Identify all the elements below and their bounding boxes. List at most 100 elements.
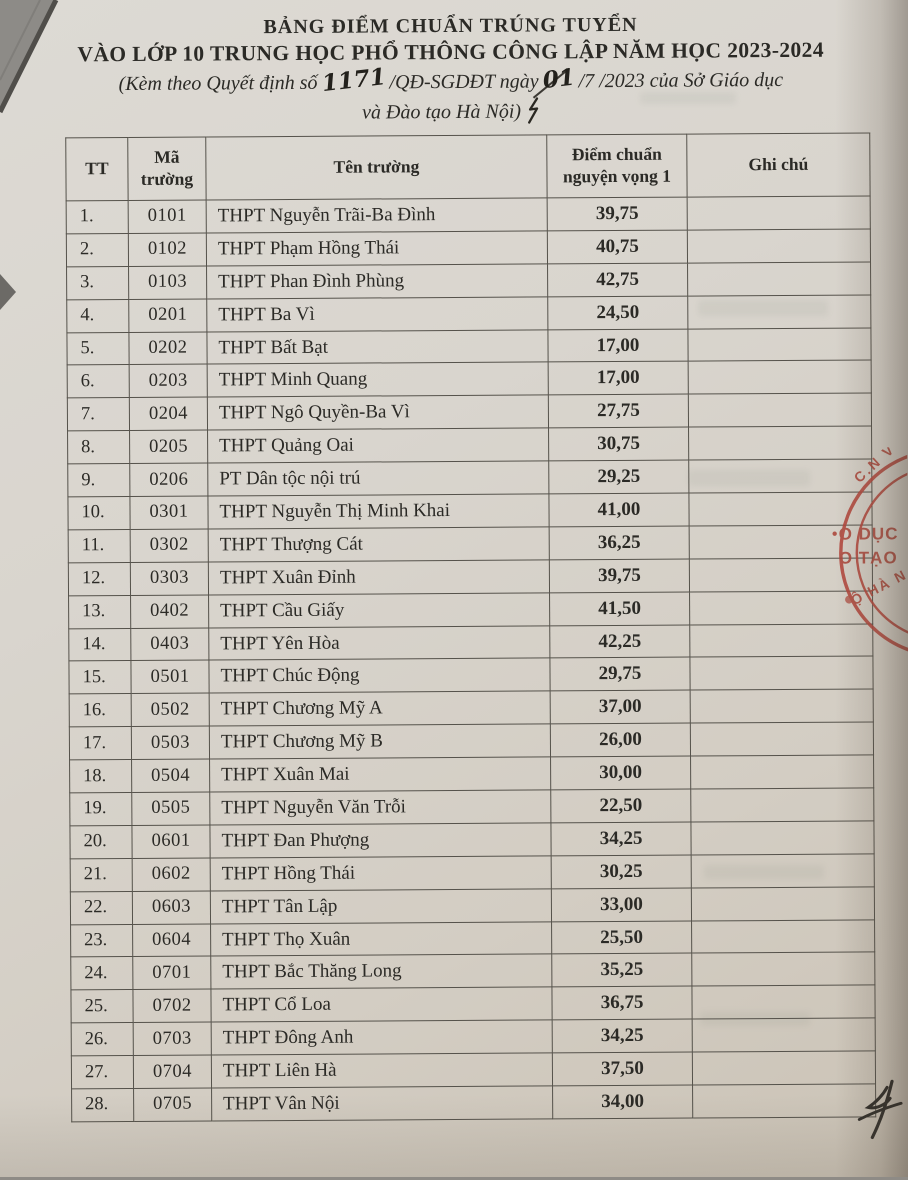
cell-code: 0204 bbox=[129, 397, 208, 431]
table-row: 2. 0102 THPT Phạm Hồng Thái 40,75 bbox=[66, 228, 871, 267]
cell-code: 0703 bbox=[133, 1022, 212, 1056]
cell-score: 30,00 bbox=[550, 756, 691, 790]
decree-reference-line2: và Đào tạo Hà Nội) bbox=[0, 94, 905, 128]
cell-tt: 3. bbox=[66, 266, 129, 300]
table-row: 13. 0402 THPT Cầu Giấy 41,50 bbox=[68, 590, 873, 629]
cell-score: 39,75 bbox=[549, 558, 690, 593]
cell-name: THPT Nguyễn Văn Trỗi bbox=[209, 789, 551, 825]
cell-name: THPT Nguyễn Trãi-Ba Đình bbox=[206, 197, 548, 233]
cell-score: 22,50 bbox=[550, 789, 691, 823]
stamp-ink-dot bbox=[832, 531, 837, 536]
cell-score: 34,25 bbox=[552, 1019, 693, 1054]
cell-score: 39,75 bbox=[547, 197, 688, 231]
table-row: 26. 0703 THPT Đông Anh 34,25 bbox=[71, 1018, 876, 1057]
decree-mid: /QĐ-SGDĐT ngày bbox=[389, 70, 539, 94]
cell-code: 0702 bbox=[132, 989, 212, 1023]
table-row: 27. 0704 THPT Liên Hà 37,50 bbox=[71, 1051, 876, 1089]
cell-code: 0704 bbox=[133, 1055, 212, 1089]
cell-name: THPT Chúc Động bbox=[208, 658, 551, 694]
handwritten-day: 01 bbox=[541, 63, 576, 95]
cell-note bbox=[687, 294, 871, 329]
cell-score: 33,00 bbox=[551, 887, 692, 922]
cell-name: THPT Thọ Xuân bbox=[210, 921, 552, 957]
cell-code: 0201 bbox=[128, 298, 207, 333]
cell-name: THPT Hồng Thái bbox=[210, 855, 552, 891]
official-red-stamp: C.N V O DỤC O TẠO Ộ HÀ N bbox=[832, 447, 908, 658]
cell-score: 37,00 bbox=[550, 690, 691, 725]
cell-score: 24,50 bbox=[547, 295, 688, 330]
cell-name: THPT Quảng Oai bbox=[207, 428, 549, 464]
cell-name: THPT Minh Quang bbox=[207, 362, 549, 398]
cell-score: 34,00 bbox=[552, 1085, 693, 1119]
cell-code: 0601 bbox=[131, 824, 211, 859]
cell-code: 0701 bbox=[132, 956, 211, 990]
cell-code: 0202 bbox=[128, 331, 208, 365]
cell-code: 0402 bbox=[130, 594, 209, 629]
table-body: 1. 0101 THPT Nguyễn Trãi-Ba Đình 39,75 2. 010… bbox=[66, 195, 876, 1122]
table-row: 10. 0301 THPT Nguyễn Thị Minh Khai 41,00 bbox=[67, 491, 873, 530]
cell-note bbox=[688, 393, 872, 428]
cell-name: THPT Bất Bạt bbox=[206, 329, 549, 365]
table-row: 25. 0702 THPT Cổ Loa 36,75 bbox=[70, 985, 876, 1024]
cell-tt: 17. bbox=[69, 726, 132, 760]
cell-name: THPT Vân Nội bbox=[211, 1085, 553, 1121]
cell-tt: 25. bbox=[70, 989, 134, 1024]
document-title-line2: VÀO LỚP 10 TRUNG HỌC PHỔ THÔNG CÔNG LẬP … bbox=[77, 37, 825, 67]
stamp-line2-text: O TẠO bbox=[839, 548, 898, 567]
cell-note bbox=[690, 820, 875, 855]
cell-code: 0505 bbox=[131, 792, 210, 826]
cell-name: THPT Bắc Thăng Long bbox=[210, 954, 552, 990]
cell-note bbox=[690, 787, 874, 822]
cell-score: 42,75 bbox=[547, 262, 688, 297]
table-row: 9. 0206 PT Dân tộc nội trú 29,25 bbox=[67, 459, 872, 497]
table-row: 23. 0604 THPT Thọ Xuân 25,50 bbox=[70, 919, 875, 958]
cell-code: 0301 bbox=[129, 496, 209, 530]
cell-note bbox=[691, 952, 875, 987]
table-row: 16. 0502 THPT Chương Mỹ A 37,00 bbox=[69, 689, 874, 728]
cell-code: 0602 bbox=[132, 857, 211, 892]
bleedthrough-smudge bbox=[700, 1012, 810, 1026]
cell-code: 0103 bbox=[128, 265, 207, 300]
table-row: 5. 0202 THPT Bất Bạt 17,00 bbox=[66, 327, 872, 366]
bleedthrough-smudge bbox=[698, 300, 828, 316]
cell-tt: 24. bbox=[70, 956, 133, 991]
stamp-line1-text: O DỤC bbox=[839, 524, 899, 543]
cell-name: THPT Cầu Giấy bbox=[208, 592, 550, 628]
table-row: 6. 0203 THPT Minh Quang 17,00 bbox=[67, 360, 872, 399]
cell-tt: 2. bbox=[66, 233, 129, 267]
decree-suffix: /7 /2023 của Sở Giáo dục bbox=[578, 68, 784, 93]
cell-note bbox=[687, 261, 871, 296]
cell-code: 0502 bbox=[131, 693, 210, 727]
cell-tt: 11. bbox=[68, 529, 131, 563]
header-tt: TT bbox=[65, 137, 129, 201]
bleedthrough-smudge bbox=[688, 470, 810, 486]
cell-tt: 22. bbox=[70, 891, 133, 925]
cell-note bbox=[690, 755, 874, 790]
cell-name: THPT Đan Phượng bbox=[209, 822, 552, 858]
cell-score: 17,00 bbox=[547, 328, 689, 363]
header-note: Ghi chú bbox=[686, 132, 871, 198]
table-row: 20. 0601 THPT Đan Phượng 34,25 bbox=[69, 820, 875, 859]
cell-code: 0101 bbox=[128, 200, 207, 234]
bleedthrough-smudge bbox=[704, 865, 824, 879]
cell-name: PT Dân tộc nội trú bbox=[207, 461, 549, 497]
cell-note bbox=[687, 228, 871, 263]
cell-score: 17,00 bbox=[548, 361, 689, 396]
cell-name: THPT Phạm Hồng Thái bbox=[206, 230, 548, 266]
table-row: 22. 0603 THPT Tân Lập 33,00 bbox=[70, 886, 875, 925]
table-row: 3. 0103 THPT Phan Đình Phùng 42,75 bbox=[66, 261, 871, 300]
cell-note bbox=[690, 689, 874, 724]
cell-note bbox=[691, 886, 875, 921]
cell-name: THPT Thượng Cát bbox=[208, 526, 550, 562]
cell-score: 25,50 bbox=[551, 920, 692, 955]
cell-name: THPT Cổ Loa bbox=[210, 987, 553, 1023]
decree-prefix: (Kèm theo Quyết định số bbox=[118, 71, 318, 96]
cell-tt: 10. bbox=[67, 496, 131, 530]
document-header: BẢNG ĐIỂM CHUẨN TRÚNG TUYỂN VÀO LỚP 10 T… bbox=[0, 10, 905, 128]
cell-code: 0403 bbox=[130, 627, 209, 661]
table-row: 28. 0705 THPT Vân Nội 34,00 bbox=[71, 1083, 876, 1122]
header-code: Mã trường bbox=[127, 137, 207, 201]
table-row: 1. 0101 THPT Nguyễn Trãi-Ba Đình 39,75 bbox=[66, 195, 871, 234]
cell-score: 34,25 bbox=[550, 821, 692, 856]
